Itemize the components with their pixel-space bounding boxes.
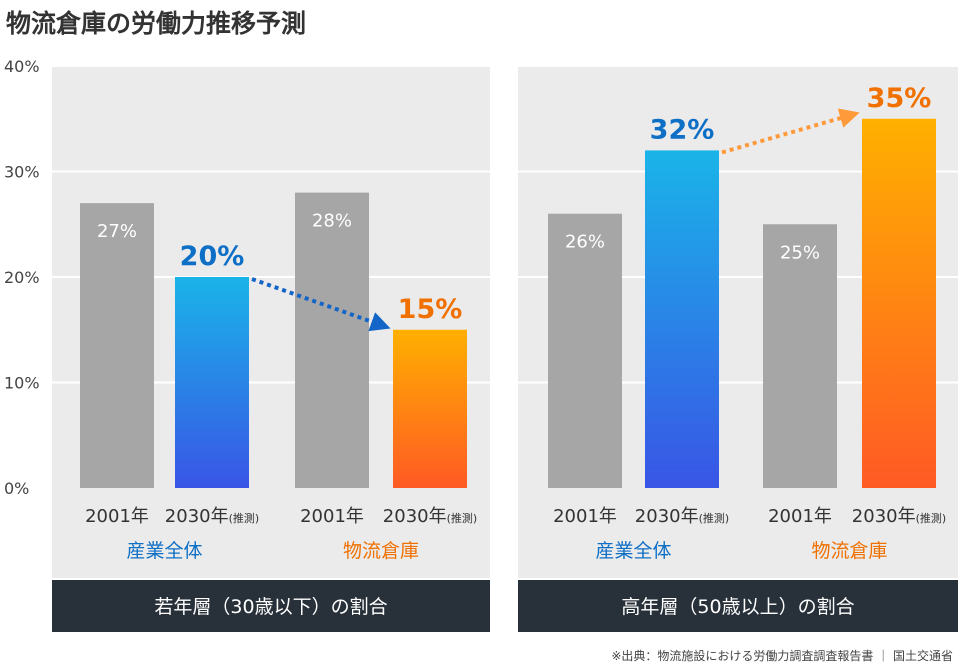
x-tick-suffix: (推測) <box>447 511 478 525</box>
group-label-logistics: 物流倉庫 <box>811 540 887 562</box>
x-tick-label: 2001年 <box>768 506 832 527</box>
x-tick-year: 2030年 <box>165 506 229 527</box>
group-label-industry: 産業全体 <box>595 540 671 562</box>
x-tick-label: 2001年 <box>553 506 617 527</box>
x-tick-label: 2001年 <box>85 506 149 527</box>
trend-arrow <box>251 277 391 332</box>
x-tick-label: 2030年(推測) <box>165 506 259 527</box>
chart-panel-1: 0%10%20%30%40%27%2001年20%2030年(推測)28%200… <box>4 57 490 632</box>
group-label-logistics: 物流倉庫 <box>343 540 419 562</box>
y-tick-label: 20% <box>4 268 40 287</box>
bar-value-label-highlight: 15% <box>398 294 463 325</box>
caption-bar <box>52 580 490 632</box>
x-tick-label: 2001年 <box>300 506 364 527</box>
x-tick-suffix: (推測) <box>699 511 730 525</box>
bar-2001-logistics <box>763 224 837 488</box>
chart-title: 物流倉庫の労働力推移予測 <box>6 9 307 38</box>
x-tick-year: 2030年 <box>852 506 916 527</box>
x-tick-label: 2030年(推測) <box>852 506 946 527</box>
bar-value-label: 25% <box>780 242 820 263</box>
bar-2030-industry <box>645 150 719 488</box>
x-tick-label: 2030年(推測) <box>635 506 729 527</box>
panel-caption: 高年層（50歳以上）の割合 <box>621 596 854 618</box>
caption-bar <box>518 580 958 632</box>
bar-2030-logistics <box>393 329 467 488</box>
bar-value-label: 27% <box>97 221 137 242</box>
bar-2001-industry <box>80 203 154 488</box>
x-tick-year: 2001年 <box>553 506 617 527</box>
panel-caption: 若年層（30歳以下）の割合 <box>154 596 387 618</box>
y-tick-label: 40% <box>4 57 40 76</box>
bar-value-label-highlight: 35% <box>867 83 932 114</box>
bar-value-label: 28% <box>312 211 352 232</box>
y-tick-label: 30% <box>4 163 40 182</box>
y-tick-label: 10% <box>4 374 40 393</box>
y-tick-label: 0% <box>4 479 29 498</box>
bar-value-label: 26% <box>565 232 605 253</box>
bar-2030-industry <box>175 277 249 488</box>
x-tick-suffix: (推測) <box>229 511 260 525</box>
source-note: ※出典：物流施設における労働力調査調査報告書 ｜ 国土交通省 <box>611 648 953 663</box>
x-tick-year: 2030年 <box>635 506 699 527</box>
x-tick-year: 2001年 <box>85 506 149 527</box>
bar-value-label-highlight: 32% <box>650 114 715 145</box>
bar-2001-logistics <box>295 192 369 488</box>
x-tick-year: 2001年 <box>300 506 364 527</box>
bar-2030-logistics <box>862 118 936 488</box>
x-tick-year: 2001年 <box>768 506 832 527</box>
x-tick-suffix: (推測) <box>916 511 947 525</box>
bar-value-label-highlight: 20% <box>180 241 245 272</box>
x-tick-label: 2030年(推測) <box>383 506 477 527</box>
x-tick-year: 2030年 <box>383 506 447 527</box>
bar-2001-industry <box>548 213 622 488</box>
trend-arrow <box>721 108 860 155</box>
group-label-industry: 産業全体 <box>126 540 202 562</box>
chart-panel-2: 26%2001年32%2030年(推測)25%2001年35%2030年(推測)… <box>518 65 958 632</box>
